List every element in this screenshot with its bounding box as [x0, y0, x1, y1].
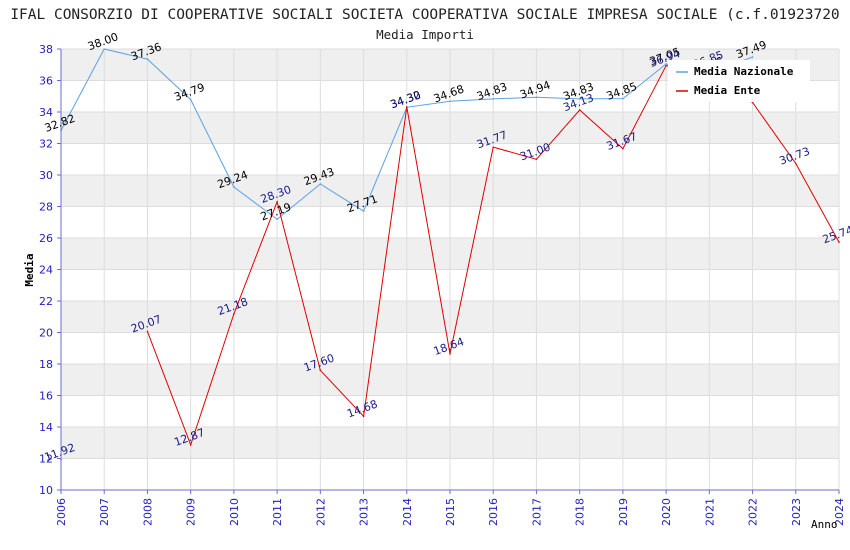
- data-point: [146, 330, 149, 333]
- data-point: [751, 56, 754, 58]
- data-point: [319, 369, 322, 372]
- data-point: [405, 106, 408, 108]
- y-tick-label: 24: [39, 264, 53, 277]
- y-axis-ticks: 10 12 14 16 18 20 22 24 26 28 30 32 34 36 38: [39, 43, 61, 497]
- x-tick-label: 2008: [141, 498, 154, 526]
- data-point: [189, 98, 192, 101]
- data-label: 34.85: [605, 80, 639, 103]
- x-tick-label: 2020: [660, 498, 673, 526]
- data-point: [492, 146, 495, 148]
- data-point: [362, 210, 365, 212]
- data-point: [838, 241, 840, 243]
- data-point: [794, 162, 797, 165]
- data-point: [103, 48, 106, 50]
- data-point: [535, 158, 538, 161]
- x-tick-label: 2019: [617, 498, 630, 526]
- data-point: [362, 415, 365, 418]
- y-tick-label: 28: [39, 201, 53, 214]
- x-tick-label: 2021: [703, 498, 716, 526]
- x-tick-label: 2015: [444, 498, 457, 526]
- x-tick-label: 2016: [487, 498, 500, 526]
- y-tick-label: 14: [39, 421, 53, 434]
- data-point: [665, 63, 667, 65]
- data-point: [319, 183, 322, 185]
- y-tick-label: 36: [39, 75, 53, 88]
- data-label: 34.68: [432, 83, 466, 106]
- x-tick-label: 2011: [271, 498, 284, 526]
- data-point: [578, 109, 581, 111]
- x-tick-label: 2009: [185, 498, 198, 526]
- data-label: 11.92: [43, 441, 77, 464]
- y-axis-label: Media: [23, 253, 36, 286]
- y-tick-label: 12: [39, 453, 53, 466]
- x-tick-label: 2014: [401, 498, 414, 526]
- data-point: [622, 97, 624, 100]
- y-tick-label: 22: [39, 295, 53, 308]
- chart-title: IFAL CONSORZIO DI COOPERATIVE SOCIALI SO…: [10, 7, 839, 23]
- chart-subtitle: Media Importi: [376, 27, 474, 42]
- y-tick-label: 34: [39, 106, 53, 119]
- data-label: 14.68: [345, 398, 379, 421]
- data-point: [492, 98, 495, 100]
- legend-box: [668, 60, 810, 102]
- x-tick-label: 2023: [790, 498, 803, 526]
- y-tick-label: 30: [39, 169, 53, 182]
- x-tick-label: 2013: [358, 498, 371, 526]
- data-point: [535, 96, 538, 98]
- y-tick-label: 32: [39, 138, 53, 151]
- data-point: [751, 101, 754, 104]
- data-label: 34.83: [475, 80, 509, 103]
- y-tick-label: 38: [39, 43, 53, 56]
- data-label: 30.73: [778, 145, 812, 168]
- data-point: [449, 353, 451, 355]
- y-tick-label: 16: [39, 390, 53, 403]
- data-label: 18.64: [432, 335, 466, 358]
- data-label: 34.79: [172, 81, 206, 104]
- x-tick-label: 2018: [574, 498, 587, 526]
- data-point: [146, 58, 149, 60]
- x-tick-label: 2007: [98, 498, 111, 526]
- legend: Media Nazionale Media Ente: [668, 60, 810, 102]
- data-point: [276, 200, 278, 203]
- x-axis-label: Anno: [811, 518, 838, 531]
- x-axis-ticks: 2006 2007 2008 2009 2010 2011 2012 2013 2014 2015…: [55, 490, 846, 526]
- y-tick-label: 18: [39, 358, 53, 371]
- data-point: [665, 64, 667, 67]
- x-tick-label: 2012: [314, 498, 327, 526]
- data-point: [233, 313, 235, 315]
- data-label: 34.32: [389, 88, 423, 111]
- data-point: [622, 147, 624, 150]
- data-point: [233, 186, 235, 188]
- x-tick-label: 2017: [530, 498, 543, 526]
- y-tick-label: 20: [39, 327, 53, 340]
- legend-label-nazionale: Media Nazionale: [694, 65, 794, 78]
- data-point: [449, 100, 451, 103]
- x-tick-label: 2010: [228, 498, 241, 526]
- x-tick-label: 2006: [55, 498, 68, 526]
- data-point: [189, 443, 192, 446]
- x-tick-label: 2024: [833, 498, 846, 526]
- x-tick-label: 2022: [747, 498, 760, 526]
- y-tick-label: 10: [39, 484, 53, 497]
- legend-label-ente: Media Ente: [694, 84, 761, 97]
- data-point: [276, 218, 278, 221]
- y-tick-label: 26: [39, 232, 53, 245]
- data-point: [578, 98, 581, 100]
